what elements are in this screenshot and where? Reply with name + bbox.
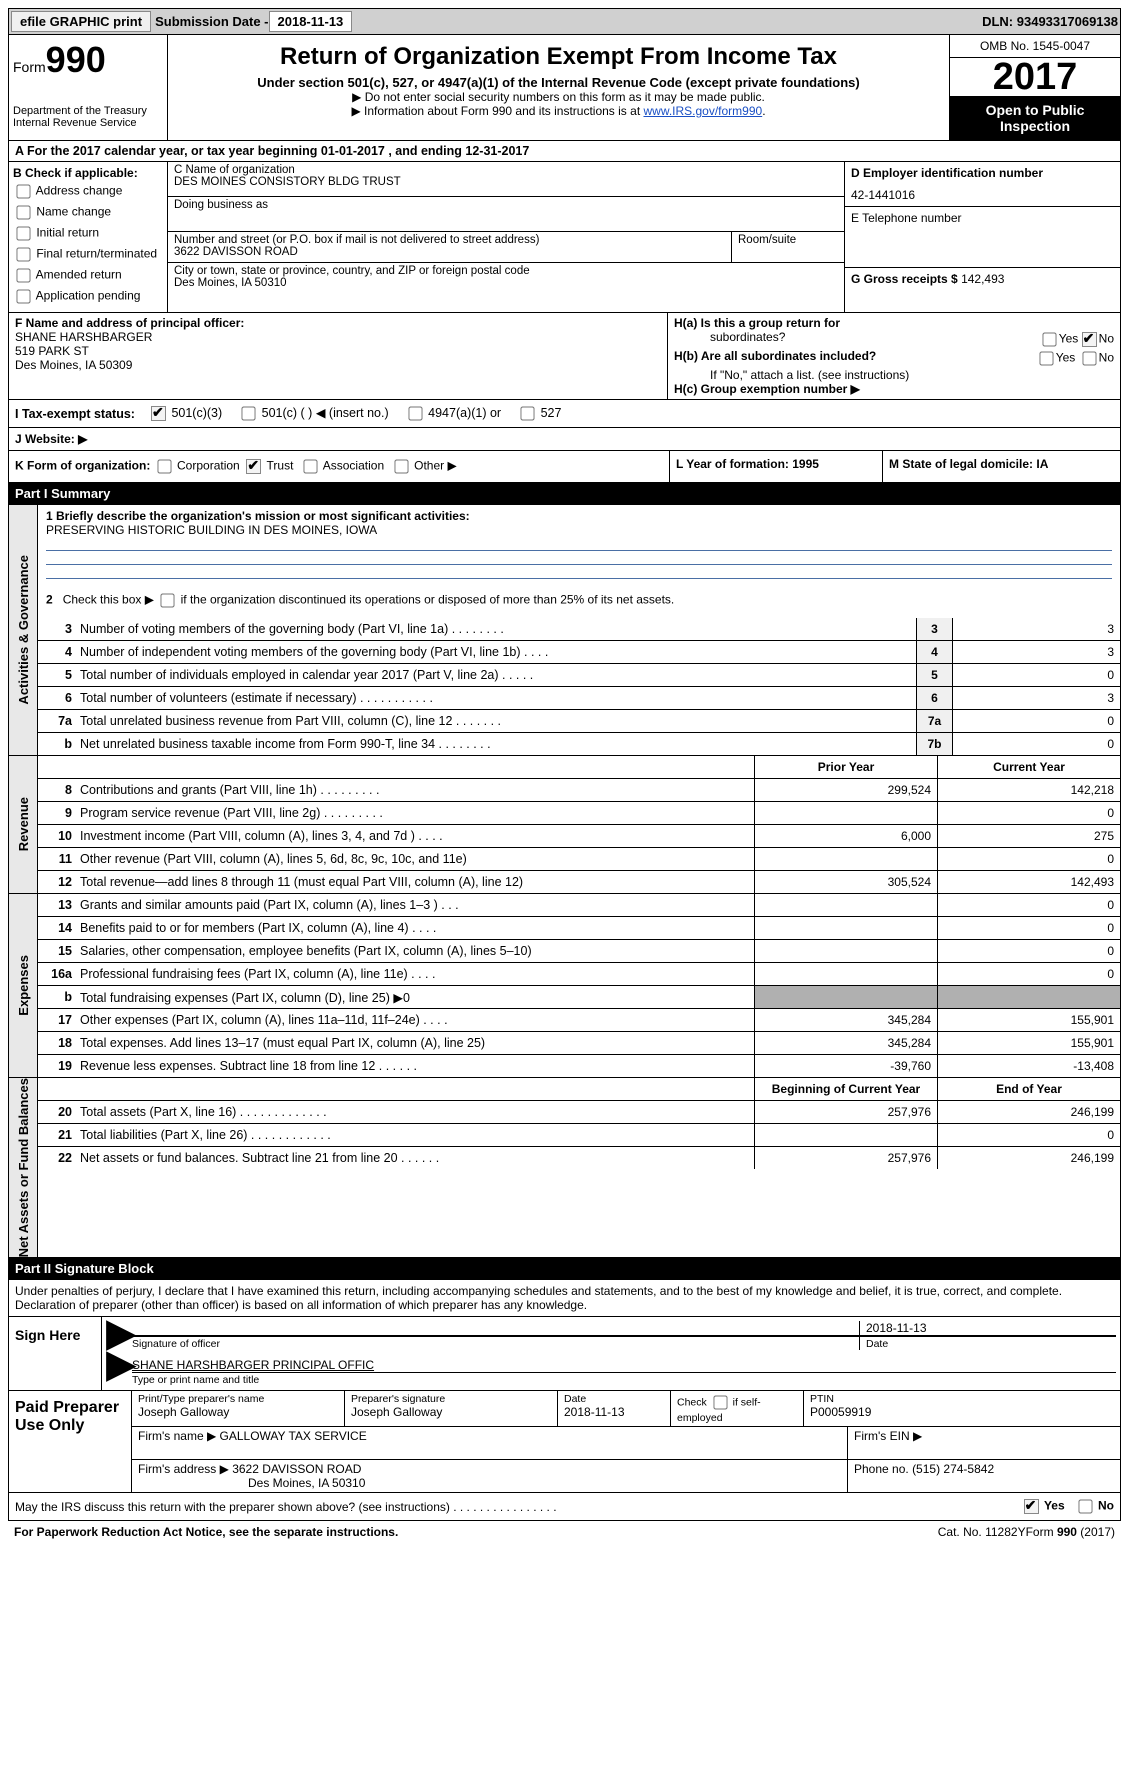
501c-check[interactable] — [242, 406, 256, 420]
exp-line-15: 15Salaries, other compensation, employee… — [38, 940, 1120, 963]
self-employed-check[interactable] — [713, 1396, 727, 1410]
ha-no[interactable] — [1082, 332, 1097, 347]
netassets-section: Net Assets or Fund Balances Beginning of… — [8, 1078, 1121, 1258]
line-5: 5Total number of individuals employed in… — [38, 664, 1120, 687]
address-change-check[interactable] — [16, 184, 30, 198]
section-a: A For the 2017 calendar year, or tax yea… — [8, 141, 1121, 162]
ha-yes[interactable] — [1042, 332, 1056, 346]
tax-exempt-row: I Tax-exempt status: 501(c)(3) 501(c) ( … — [8, 400, 1121, 428]
h-section: H(a) Is this a group return for subordin… — [668, 313, 1120, 399]
header-center: Return of Organization Exempt From Incom… — [168, 35, 949, 140]
vtab-netassets: Net Assets or Fund Balances — [16, 1078, 31, 1257]
discuss-no[interactable] — [1078, 1500, 1092, 1514]
part1-header: Part I Summary — [8, 483, 1121, 505]
preparer-name: Joseph Galloway — [138, 1405, 338, 1419]
discuss-yes[interactable] — [1024, 1499, 1039, 1514]
preparer-sig: Joseph Galloway — [351, 1405, 551, 1419]
footer: For Paperwork Reduction Act Notice, see … — [8, 1521, 1121, 1543]
instructions-link[interactable]: www.IRS.gov/form990 — [643, 104, 762, 118]
website-row: J Website: ▶ — [8, 428, 1121, 451]
sig-date: 2018-11-13 — [859, 1321, 1116, 1335]
line-7a: 7aTotal unrelated business revenue from … — [38, 710, 1120, 733]
officer-h-row: F Name and address of principal officer:… — [8, 313, 1121, 400]
k-l-m-row: K Form of organization: Corporation Trus… — [8, 451, 1121, 483]
info-grid: B Check if applicable: Address change Na… — [8, 162, 1121, 313]
preparer-date: 2018-11-13 — [564, 1405, 664, 1419]
signature-section: Under penalties of perjury, I declare th… — [8, 1280, 1121, 1391]
net-line-20: 20Total assets (Part X, line 16) . . . .… — [38, 1101, 1120, 1124]
exp-line-19: 19Revenue less expenses. Subtract line 1… — [38, 1055, 1120, 1077]
firm-name: GALLOWAY TAX SERVICE — [220, 1429, 367, 1443]
header-right: OMB No. 1545-0047 2017 Open to Public In… — [949, 35, 1120, 140]
org-street: 3622 DAVISSON ROAD — [174, 246, 725, 258]
dln: DLN: 93493317069138 — [982, 14, 1118, 29]
revenue-section: Revenue Prior Year Current Year 8Contrib… — [8, 756, 1121, 894]
top-bar: efile GRAPHIC print Submission Date - 20… — [8, 8, 1121, 35]
exp-line-14: 14Benefits paid to or for members (Part … — [38, 917, 1120, 940]
vtab-expenses: Expenses — [16, 955, 31, 1016]
other-check[interactable] — [394, 459, 408, 473]
ptin: P00059919 — [810, 1405, 1114, 1419]
form-title: Return of Organization Exempt From Incom… — [176, 43, 941, 71]
vtab-revenue: Revenue — [16, 797, 31, 851]
assoc-check[interactable] — [303, 459, 317, 473]
rev-line-12: 12Total revenue—add lines 8 through 11 (… — [38, 871, 1120, 893]
org-name: DES MOINES CONSISTORY BLDG TRUST — [174, 176, 838, 188]
header-left: Form990 Department of the Treasury Inter… — [9, 35, 168, 140]
net-line-22: 22Net assets or fund balances. Subtract … — [38, 1147, 1120, 1169]
part2-header: Part II Signature Block — [8, 1258, 1121, 1280]
rev-line-11: 11Other revenue (Part VIII, column (A), … — [38, 848, 1120, 871]
officer-name-typed: SHANE HARSHBARGER PRINCIPAL OFFIC — [132, 1358, 1116, 1372]
rev-line-8: 8Contributions and grants (Part VIII, li… — [38, 779, 1120, 802]
trust-check[interactable] — [246, 459, 261, 474]
discontinued-check[interactable] — [161, 593, 175, 607]
line-3: 3Number of voting members of the governi… — [38, 618, 1120, 641]
exp-line-17: 17Other expenses (Part IX, column (A), l… — [38, 1009, 1120, 1032]
vtab-governance: Activities & Governance — [16, 555, 31, 705]
4947-check[interactable] — [408, 406, 422, 420]
rev-line-9: 9Program service revenue (Part VIII, lin… — [38, 802, 1120, 825]
ein: 42-1441016 — [851, 188, 1114, 202]
col-c: C Name of organization DES MOINES CONSIS… — [168, 162, 845, 312]
corp-check[interactable] — [157, 459, 171, 473]
exp-line-b: bTotal fundraising expenses (Part IX, co… — [38, 986, 1120, 1009]
application-pending-check[interactable] — [16, 289, 30, 303]
gross-receipts: 142,493 — [961, 272, 1004, 286]
governance-section: Activities & Governance 1 Briefly descri… — [8, 505, 1121, 756]
discuss-row: May the IRS discuss this return with the… — [8, 1493, 1121, 1521]
hb-yes[interactable] — [1039, 351, 1053, 365]
mission-text: PRESERVING HISTORIC BUILDING IN DES MOIN… — [46, 523, 1112, 537]
hb-no[interactable] — [1082, 351, 1096, 365]
submission-date: 2018-11-13 — [269, 11, 353, 32]
amended-return-check[interactable] — [16, 268, 30, 282]
initial-return-check[interactable] — [16, 226, 30, 240]
exp-line-13: 13Grants and similar amounts paid (Part … — [38, 894, 1120, 917]
preparer-section: Paid Preparer Use Only Print/Type prepar… — [8, 1391, 1121, 1493]
exp-line-16a: 16aProfessional fundraising fees (Part I… — [38, 963, 1120, 986]
col-d: D Employer identification number 42-1441… — [845, 162, 1120, 312]
final-return-check[interactable] — [16, 247, 30, 261]
firm-phone: (515) 274-5842 — [912, 1462, 994, 1476]
rev-line-10: 10Investment income (Part VIII, column (… — [38, 825, 1120, 848]
527-check[interactable] — [520, 406, 534, 420]
efile-btn[interactable]: efile GRAPHIC print — [11, 11, 151, 32]
line-7b: bNet unrelated business taxable income f… — [38, 733, 1120, 755]
line-6: 6Total number of volunteers (estimate if… — [38, 687, 1120, 710]
firm-addr1: 3622 DAVISSON ROAD — [232, 1462, 361, 1476]
submission-label: Submission Date - — [155, 14, 268, 29]
exp-line-18: 18Total expenses. Add lines 13–17 (must … — [38, 1032, 1120, 1055]
501c3-check[interactable] — [151, 406, 166, 421]
org-city: Des Moines, IA 50310 — [174, 277, 838, 289]
expenses-section: Expenses 13Grants and similar amounts pa… — [8, 894, 1121, 1078]
line-4: 4Number of independent voting members of… — [38, 641, 1120, 664]
form-header: Form990 Department of the Treasury Inter… — [8, 35, 1121, 141]
firm-addr2: Des Moines, IA 50310 — [248, 1476, 841, 1490]
name-change-check[interactable] — [16, 205, 30, 219]
principal-officer: F Name and address of principal officer:… — [9, 313, 668, 399]
net-line-21: 21Total liabilities (Part X, line 26) . … — [38, 1124, 1120, 1147]
col-b: B Check if applicable: Address change Na… — [9, 162, 168, 312]
